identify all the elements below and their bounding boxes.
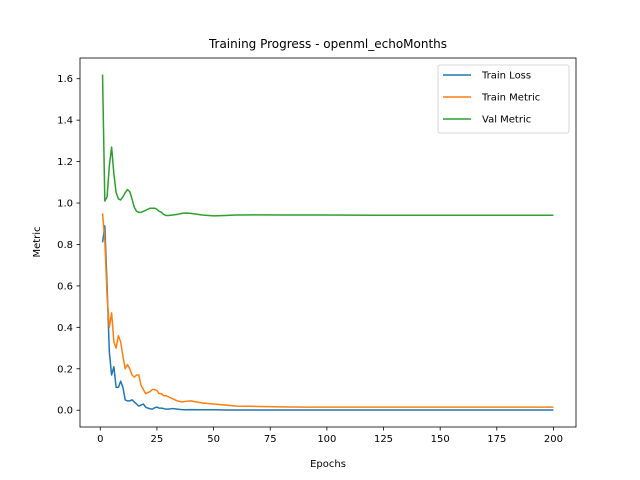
series-line-train-loss: [101, 225, 554, 411]
plot-lines: [101, 74, 554, 411]
x-tick-label: 150: [431, 434, 450, 445]
legend-label: Val Metric: [482, 115, 531, 126]
x-axis-label: Epochs: [310, 459, 346, 470]
series-line-train-metric: [101, 213, 554, 408]
legend-box: [437, 64, 570, 134]
y-tick-label: 0.0: [57, 406, 73, 417]
y-tick-label: 0.8: [57, 240, 73, 251]
series-line-val-metric: [101, 74, 554, 217]
legend-label: Train Loss: [481, 71, 531, 82]
y-axis-ticks: 0.0 0.2 0.4 0.6 0.8 1.0 1.2 1.4 1.6: [57, 74, 80, 417]
y-tick-label: 1.2: [57, 157, 73, 168]
x-tick-label: 75: [264, 434, 277, 445]
x-tick-label: 125: [374, 434, 393, 445]
x-tick-label: 100: [317, 434, 336, 445]
y-axis-label: Metric: [32, 226, 43, 257]
y-tick-label: 1.0: [57, 199, 73, 210]
y-tick-label: 0.2: [57, 364, 73, 375]
legend: Train Loss Train Metric Val Metric: [437, 64, 570, 134]
x-tick-label: 50: [207, 434, 220, 445]
x-tick-label: 0: [97, 434, 103, 445]
y-tick-label: 1.6: [57, 74, 73, 85]
y-tick-label: 1.4: [57, 116, 73, 127]
y-tick-label: 0.4: [57, 323, 73, 334]
x-tick-label: 175: [487, 434, 506, 445]
plot-frame: [79, 57, 577, 428]
y-tick-label: 0.6: [57, 281, 73, 292]
legend-label: Train Metric: [481, 93, 540, 104]
x-tick-label: 25: [151, 434, 164, 445]
x-tick-label: 200: [544, 434, 563, 445]
x-axis-ticks: 0 25 50 75 100 125 150 175 200: [97, 427, 563, 445]
chart-title: Training Progress - openml_echoMonths: [208, 37, 447, 51]
